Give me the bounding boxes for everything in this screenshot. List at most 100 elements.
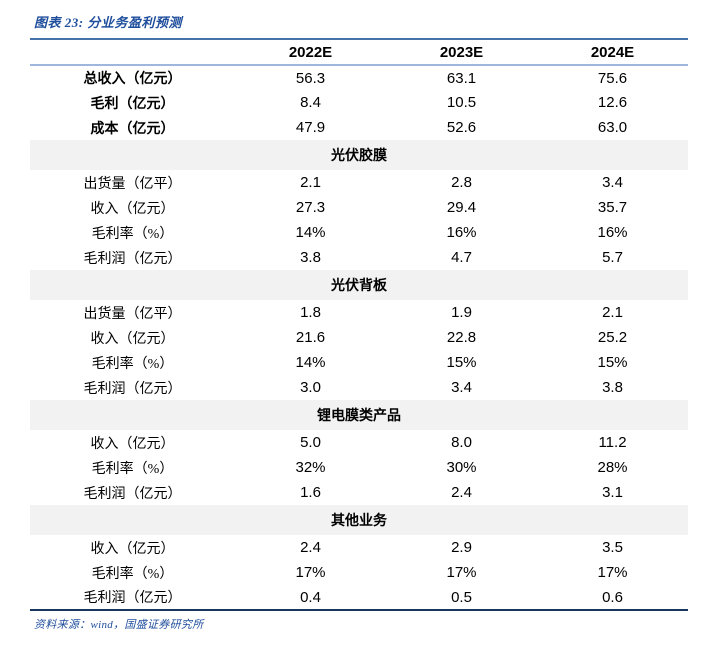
cell-value: 22.8 bbox=[446, 329, 477, 346]
cell-value: 28% bbox=[597, 459, 628, 476]
row-label: 毛利润（亿元） bbox=[83, 486, 182, 502]
cell-value: 2.1 bbox=[602, 304, 623, 321]
year-column-header-2024e: 2024E bbox=[537, 39, 688, 66]
cell-value: 3.5 bbox=[602, 539, 623, 556]
section-header-label: 其他业务 bbox=[30, 505, 688, 535]
cell-value: 52.6 bbox=[446, 119, 477, 136]
year-column-header-2022e: 2022E bbox=[235, 39, 386, 66]
cell-value: 47.9 bbox=[295, 119, 326, 136]
cell-value: 32% bbox=[295, 459, 326, 476]
cell-value: 5.0 bbox=[300, 434, 321, 451]
row-label: 出货量（亿平） bbox=[83, 176, 182, 192]
cell-value: 10.5 bbox=[446, 94, 477, 111]
cell-value: 17% bbox=[295, 564, 326, 581]
section-header-row: 光伏胶膜 bbox=[30, 140, 688, 170]
row-label: 毛利率（%） bbox=[91, 356, 174, 372]
cell-value: 56.3 bbox=[295, 69, 326, 87]
cell-value: 4.7 bbox=[451, 249, 472, 266]
cell-value: 2.4 bbox=[451, 484, 472, 501]
cell-value: 11.2 bbox=[598, 434, 627, 451]
section-header-label: 光伏背板 bbox=[30, 270, 688, 300]
section-header-label: 光伏胶膜 bbox=[30, 140, 688, 170]
table-row: 收入（亿元） 21.6 22.8 25.2 bbox=[30, 325, 688, 350]
table-row: 毛利率（%） 17% 17% 17% bbox=[30, 560, 688, 585]
cell-value: 30% bbox=[446, 459, 477, 476]
cell-value: 15% bbox=[597, 354, 628, 371]
table-row: 毛利（亿元） 8.4 10.5 12.6 bbox=[30, 90, 688, 115]
cell-value: 8.0 bbox=[451, 434, 472, 451]
cell-value: 3.4 bbox=[451, 379, 472, 396]
cell-value: 16% bbox=[597, 224, 628, 241]
table-row: 出货量（亿平） 2.1 2.8 3.4 bbox=[30, 170, 688, 195]
segment-forecast-table: 2022E 2023E 2024E 总收入（亿元） 56.3 63.1 75.6 毛利（… bbox=[30, 38, 688, 611]
report-figure: 图表 23: 分业务盈利预测 2022E 2023E 2024E 总收入（亿元）… bbox=[30, 15, 688, 631]
cell-value: 0.4 bbox=[300, 588, 321, 606]
table-row: 收入（亿元） 5.0 8.0 11.2 bbox=[30, 430, 688, 455]
cell-value: 17% bbox=[446, 564, 477, 581]
row-label: 毛利润（亿元） bbox=[83, 591, 182, 606]
section-header-row: 其他业务 bbox=[30, 505, 688, 535]
row-label: 毛利率（%） bbox=[91, 461, 174, 477]
table-row: 毛利润（亿元） 1.6 2.4 3.1 bbox=[30, 480, 688, 505]
cell-value: 75.6 bbox=[597, 69, 628, 87]
cell-value: 0.5 bbox=[451, 588, 472, 606]
table-row: 收入（亿元） 2.4 2.9 3.5 bbox=[30, 535, 688, 560]
cell-value: 3.8 bbox=[300, 249, 321, 266]
cell-value: 15% bbox=[446, 354, 477, 371]
table-row: 毛利率（%） 14% 15% 15% bbox=[30, 350, 688, 375]
row-label: 毛利润（亿元） bbox=[83, 251, 182, 267]
cell-value: 16% bbox=[446, 224, 477, 241]
year-column-header-2023e: 2023E bbox=[386, 39, 537, 66]
table-row: 总收入（亿元） 56.3 63.1 75.6 bbox=[30, 65, 688, 90]
row-label: 成本（亿元） bbox=[90, 121, 175, 137]
cell-value: 14% bbox=[295, 354, 326, 371]
table-row: 毛利润（亿元） 3.0 3.4 3.8 bbox=[30, 375, 688, 400]
table-row: 毛利率（%） 14% 16% 16% bbox=[30, 220, 688, 245]
cell-value: 3.8 bbox=[602, 379, 623, 396]
table-row: 成本（亿元） 47.9 52.6 63.0 bbox=[30, 115, 688, 140]
figure-title: 图表 23: 分业务盈利预测 bbox=[34, 15, 182, 30]
cell-value: 3.0 bbox=[300, 379, 321, 396]
cell-value: 0.6 bbox=[602, 588, 623, 606]
cell-value: 17% bbox=[597, 564, 628, 581]
section-header-row: 光伏背板 bbox=[30, 270, 688, 300]
cell-value: 1.9 bbox=[451, 304, 472, 321]
cell-value: 35.7 bbox=[597, 199, 628, 216]
label-column-header bbox=[30, 39, 235, 66]
row-label: 毛利润（亿元） bbox=[83, 381, 182, 397]
section-header-label: 锂电膜类产品 bbox=[30, 400, 688, 430]
cell-value: 3.4 bbox=[602, 174, 623, 191]
cell-value: 3.1 bbox=[602, 484, 623, 501]
cell-value: 2.4 bbox=[300, 539, 321, 556]
cell-value: 5.7 bbox=[602, 249, 623, 266]
cell-value: 1.6 bbox=[300, 484, 321, 501]
table-row: 毛利润（亿元） 0.4 0.5 0.6 bbox=[30, 585, 688, 610]
cell-value: 25.2 bbox=[597, 329, 628, 346]
cell-value: 27.3 bbox=[295, 199, 326, 216]
table-row: 毛利率（%） 32% 30% 28% bbox=[30, 455, 688, 480]
cell-value: 21.6 bbox=[295, 329, 326, 346]
header-row: 2022E 2023E 2024E bbox=[30, 39, 688, 66]
cell-value: 8.4 bbox=[300, 94, 321, 111]
cell-value: 14% bbox=[295, 224, 326, 241]
table-body: 总收入（亿元） 56.3 63.1 75.6 毛利（亿元） 8.4 10.5 12.6 成本（亿… bbox=[30, 65, 688, 610]
row-label: 收入（亿元） bbox=[90, 201, 175, 217]
row-label: 毛利率（%） bbox=[91, 226, 174, 242]
section-header-row: 锂电膜类产品 bbox=[30, 400, 688, 430]
row-label: 总收入（亿元） bbox=[83, 72, 182, 87]
cell-value: 2.9 bbox=[451, 539, 472, 556]
row-label: 收入（亿元） bbox=[90, 541, 175, 557]
table-row: 毛利润（亿元） 3.8 4.7 5.7 bbox=[30, 245, 688, 270]
cell-value: 63.1 bbox=[446, 69, 477, 87]
row-label: 毛利率（%） bbox=[91, 566, 174, 582]
row-label: 收入（亿元） bbox=[90, 331, 175, 347]
cell-value: 63.0 bbox=[597, 119, 628, 136]
cell-value: 2.1 bbox=[300, 174, 321, 191]
cell-value: 29.4 bbox=[446, 199, 477, 216]
source-note: 资料来源：wind，国盛证券研究所 bbox=[34, 619, 204, 631]
table-row: 出货量（亿平） 1.8 1.9 2.1 bbox=[30, 300, 688, 325]
cell-value: 12.6 bbox=[597, 94, 628, 111]
row-label: 收入（亿元） bbox=[90, 436, 175, 452]
table-row: 收入（亿元） 27.3 29.4 35.7 bbox=[30, 195, 688, 220]
row-label: 出货量（亿平） bbox=[83, 306, 182, 322]
